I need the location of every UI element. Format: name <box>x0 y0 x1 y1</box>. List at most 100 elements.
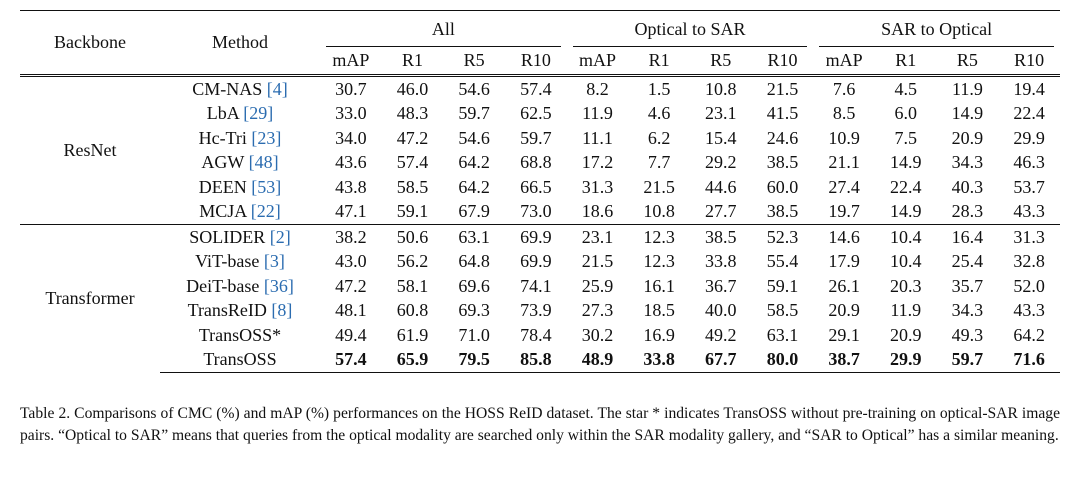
value-cell: 20.3 <box>890 275 922 296</box>
citation-link[interactable]: [53] <box>251 176 282 197</box>
metric-header: R10 <box>504 47 567 77</box>
value-cell: 78.4 <box>520 324 552 345</box>
value-cell: 24.6 <box>766 127 799 148</box>
value-cell: 43.0 <box>335 251 367 272</box>
value-cell: 25.9 <box>581 275 614 296</box>
method-cell: TransReID [8] <box>160 299 320 324</box>
header-row-metrics: mAP R1 R5 R10 mAP R1 R5 R10 mAP R1 R5 R10 <box>20 47 1060 77</box>
value-cell: 6.2 <box>647 127 671 148</box>
value-cell: 8.5 <box>832 103 856 124</box>
metric-header: R1 <box>628 47 690 77</box>
value-cell: 69.9 <box>504 224 567 250</box>
method-name: AGW <box>201 152 245 173</box>
value-cell: 54.6 <box>458 127 490 148</box>
value-cell: 36.7 <box>705 275 737 296</box>
value-cell: 23.1 <box>705 103 737 124</box>
method-name: DeiT-base <box>186 275 260 296</box>
value-cell: 38.5 <box>766 152 799 173</box>
method-cell: TransOSS* <box>160 323 320 348</box>
method-name: SOLIDER <box>189 226 266 247</box>
citation-link[interactable]: [23] <box>251 127 282 148</box>
value-cell: 18.6 <box>581 201 614 222</box>
value-cell: 69.6 <box>458 275 490 296</box>
value-cell: 10.4 <box>890 251 922 272</box>
citation-link[interactable]: [48] <box>248 152 279 173</box>
value-cell: 67.9 <box>458 201 490 222</box>
value-cell: 33.8 <box>628 347 690 373</box>
backbone-label: Transformer <box>20 224 160 373</box>
method-name: DEEN <box>198 176 247 197</box>
value-cell: 11.1 <box>582 127 613 148</box>
metric-header: R10 <box>751 47 814 77</box>
value-cell: 59.7 <box>458 103 490 124</box>
value-cell: 40.3 <box>951 176 984 197</box>
backbone-label: ResNet <box>63 140 117 160</box>
value-cell: 31.3 <box>998 224 1060 250</box>
value-cell: 12.3 <box>643 251 675 272</box>
metric-header: mAP <box>320 47 382 77</box>
value-cell: 7.6 <box>832 78 856 99</box>
citation-link[interactable]: [2] <box>269 226 291 247</box>
table-row: TransOSS* 49.4 61.9 71.0 78.4 30.2 16.9 49.2 63.… <box>20 323 1060 348</box>
value-cell: 46.3 <box>1013 152 1045 173</box>
value-cell: 47.2 <box>396 127 429 148</box>
metric-header: R1 <box>381 47 444 77</box>
table-row: AGW [48] 43.6 57.4 64.2 68.8 17.2 7.7 29.2 38.5 2… <box>20 151 1060 176</box>
value-cell: 59.7 <box>520 127 552 148</box>
value-cell: 33.8 <box>705 251 737 272</box>
value-cell: 31.3 <box>581 176 614 197</box>
value-cell: 38.2 <box>320 224 382 250</box>
table-row: ViT-base [3] 43.0 56.2 64.8 69.9 21.5 12.3 33.8… <box>20 250 1060 275</box>
citation-link[interactable]: [29] <box>243 103 274 124</box>
value-cell: 53.7 <box>1013 176 1045 197</box>
metric-header: R10 <box>998 47 1060 77</box>
value-cell: 80.0 <box>751 347 814 373</box>
value-cell: 48.9 <box>566 347 629 373</box>
value-cell: 47.1 <box>335 201 367 222</box>
value-cell: 6.0 <box>894 103 918 124</box>
value-cell: 8.2 <box>586 78 609 99</box>
value-cell: 21.5 <box>581 251 614 272</box>
value-cell: 59.1 <box>396 201 429 222</box>
method-cell: Hc-Tri [23] <box>160 126 320 151</box>
value-cell: 60.8 <box>396 300 429 321</box>
value-cell: 56.2 <box>396 251 429 272</box>
value-cell: 29.9 <box>874 347 937 373</box>
value-cell: 69.9 <box>520 251 552 272</box>
citation-link[interactable]: [8] <box>271 300 293 321</box>
method-cell: SOLIDER [2] <box>160 224 321 250</box>
results-table-container: Backbone Method All Optical to SAR SAR t… <box>20 10 1060 373</box>
value-cell: 14.6 <box>813 224 875 250</box>
value-cell: 16.1 <box>643 275 675 296</box>
method-name: TransOSS* <box>198 324 282 345</box>
value-cell: 34.3 <box>951 300 984 321</box>
method-name: ViT-base <box>195 251 260 272</box>
value-cell: 57.4 <box>520 78 552 99</box>
metric-header: R1 <box>874 47 937 77</box>
value-cell: 69.3 <box>458 300 490 321</box>
value-cell: 59.7 <box>936 347 999 373</box>
value-cell: 43.6 <box>335 152 367 173</box>
citation-link[interactable]: [36] <box>263 275 294 296</box>
value-cell: 23.1 <box>566 224 629 250</box>
table-row: DeiT-base [36] 47.2 58.1 69.6 74.1 25.9 16.1 36… <box>20 274 1060 299</box>
method-name: TransReID <box>187 300 267 321</box>
citation-link[interactable]: [3] <box>263 251 285 272</box>
value-cell: 58.5 <box>766 300 799 321</box>
method-name: Hc-Tri <box>198 127 247 148</box>
value-cell: 55.4 <box>766 251 799 272</box>
value-cell: 4.5 <box>894 78 918 99</box>
value-cell: 27.7 <box>705 201 737 222</box>
value-cell: 25.4 <box>951 251 984 272</box>
citation-link[interactable]: [4] <box>266 78 288 99</box>
citation-link[interactable]: [22] <box>250 201 281 222</box>
value-cell: 38.5 <box>766 201 799 222</box>
value-cell: 14.9 <box>890 201 922 222</box>
value-cell: 15.4 <box>705 127 737 148</box>
metric-header: mAP <box>566 47 629 77</box>
value-cell: 57.4 <box>320 347 382 373</box>
value-cell: 49.3 <box>951 324 984 345</box>
table-row: DEEN [53] 43.8 58.5 64.2 66.5 31.3 21.5 44.6 60.… <box>20 175 1060 200</box>
value-cell: 38.5 <box>689 224 752 250</box>
value-cell: 28.3 <box>951 201 984 222</box>
